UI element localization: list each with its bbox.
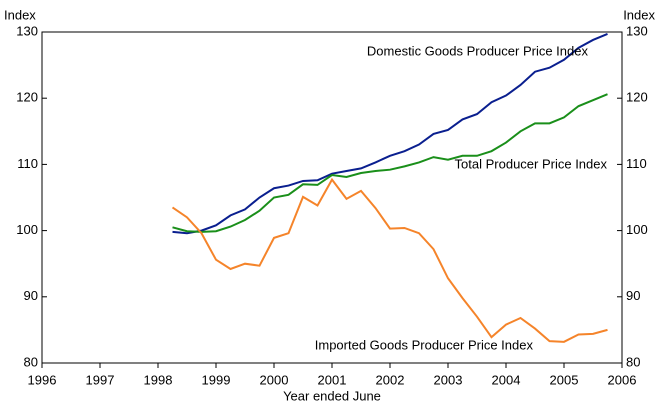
series-label: Domestic Goods Producer Price Index [367, 43, 589, 58]
y-tick-label: 130 [16, 23, 38, 38]
y-tick-label: 80 [24, 354, 38, 369]
series-label: Imported Goods Producer Price Index [315, 337, 534, 352]
series-line [172, 33, 608, 235]
x-tick-label: 2006 [608, 372, 637, 387]
y-tick-label: 100 [16, 222, 38, 237]
y-tick-label: 120 [16, 90, 38, 105]
y2-tick-label: 80 [626, 354, 640, 369]
x-tick-label: 2003 [434, 372, 463, 387]
x-tick-label: 2005 [550, 372, 579, 387]
y2-axis-label: Index [623, 7, 655, 22]
y-tick-label: 110 [17, 156, 38, 171]
series-line [171, 177, 608, 343]
x-axis-label: Year ended June [283, 388, 381, 403]
y2-tick-label: 120 [626, 90, 648, 105]
x-tick-label: 2002 [376, 372, 405, 387]
y-axis-label: Index [4, 7, 36, 22]
x-tick-label: 1999 [202, 372, 231, 387]
x-tick-label: 1996 [28, 372, 57, 387]
y2-tick-label: 130 [626, 23, 648, 38]
plot-frame [41, 31, 623, 364]
x-tick-label: 2001 [318, 372, 347, 387]
y2-tick-label: 100 [626, 222, 648, 237]
series-line [172, 93, 608, 233]
y-tick-label: 90 [24, 288, 38, 303]
x-tick-label: 1997 [86, 372, 115, 387]
series-label: Total Producer Price Index [455, 156, 608, 171]
y2-tick-label: 90 [626, 288, 640, 303]
x-tick-label: 2000 [260, 372, 289, 387]
y2-tick-label: 110 [626, 156, 647, 171]
x-tick-label: 1998 [144, 372, 173, 387]
x-tick-label: 2004 [492, 372, 521, 387]
